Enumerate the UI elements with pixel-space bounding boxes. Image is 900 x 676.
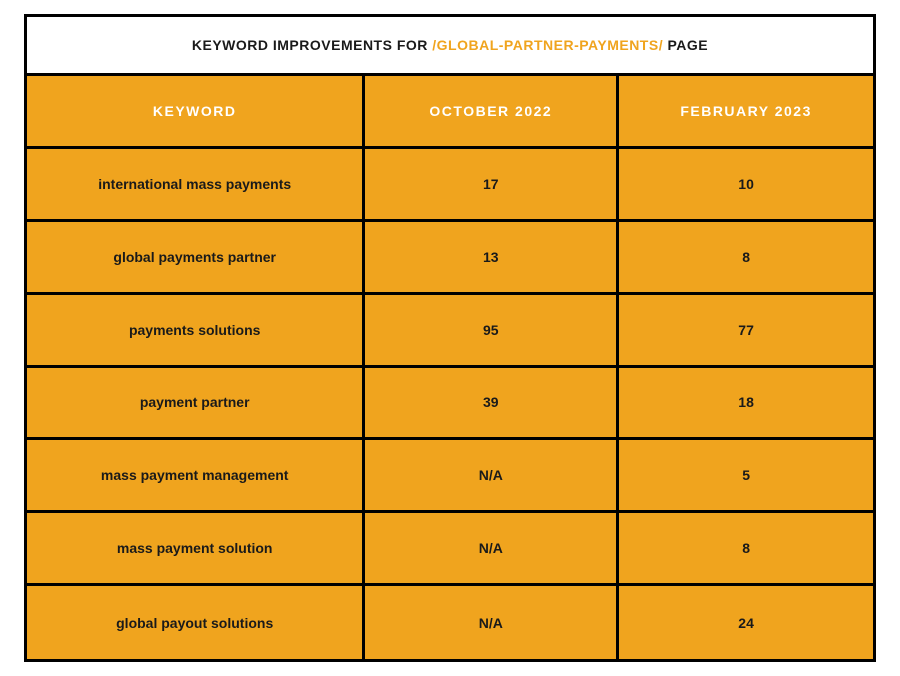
table-row-feb2023: 8 bbox=[619, 222, 873, 295]
table-row-oct2022: 95 bbox=[365, 295, 619, 368]
table-row-keyword: international mass payments bbox=[27, 149, 365, 222]
table-row-keyword: payments solutions bbox=[27, 295, 365, 368]
table-row-keyword: mass payment management bbox=[27, 440, 365, 513]
table-row-feb2023: 8 bbox=[619, 513, 873, 586]
table-title: KEYWORD IMPROVEMENTS FOR /GLOBAL-PARTNER… bbox=[27, 17, 873, 73]
keyword-table: KEYWORD IMPROVEMENTS FOR /GLOBAL-PARTNER… bbox=[24, 14, 876, 662]
table-row-oct2022: 13 bbox=[365, 222, 619, 295]
table-row-feb2023: 18 bbox=[619, 368, 873, 441]
table-row-oct2022: N/A bbox=[365, 513, 619, 586]
table-row-oct2022: 17 bbox=[365, 149, 619, 222]
table-row-oct2022: N/A bbox=[365, 586, 619, 659]
col-header-keyword: KEYWORD bbox=[27, 76, 365, 149]
col-header-oct2022: OCTOBER 2022 bbox=[365, 76, 619, 149]
table-grid: KEYWORD OCTOBER 2022 FEBRUARY 2023 inter… bbox=[27, 73, 873, 659]
title-prefix: KEYWORD IMPROVEMENTS FOR bbox=[192, 37, 432, 53]
table-row-oct2022: 39 bbox=[365, 368, 619, 441]
table-row-keyword: global payments partner bbox=[27, 222, 365, 295]
col-header-feb2023: FEBRUARY 2023 bbox=[619, 76, 873, 149]
table-row-oct2022: N/A bbox=[365, 440, 619, 513]
table-row-feb2023: 77 bbox=[619, 295, 873, 368]
table-row-feb2023: 10 bbox=[619, 149, 873, 222]
table-row-feb2023: 5 bbox=[619, 440, 873, 513]
title-highlight: /GLOBAL-PARTNER-PAYMENTS/ bbox=[432, 37, 663, 53]
table-row-keyword: mass payment solution bbox=[27, 513, 365, 586]
table-row-keyword: global payout solutions bbox=[27, 586, 365, 659]
table-row-keyword: payment partner bbox=[27, 368, 365, 441]
table-row-feb2023: 24 bbox=[619, 586, 873, 659]
title-suffix: PAGE bbox=[663, 37, 708, 53]
